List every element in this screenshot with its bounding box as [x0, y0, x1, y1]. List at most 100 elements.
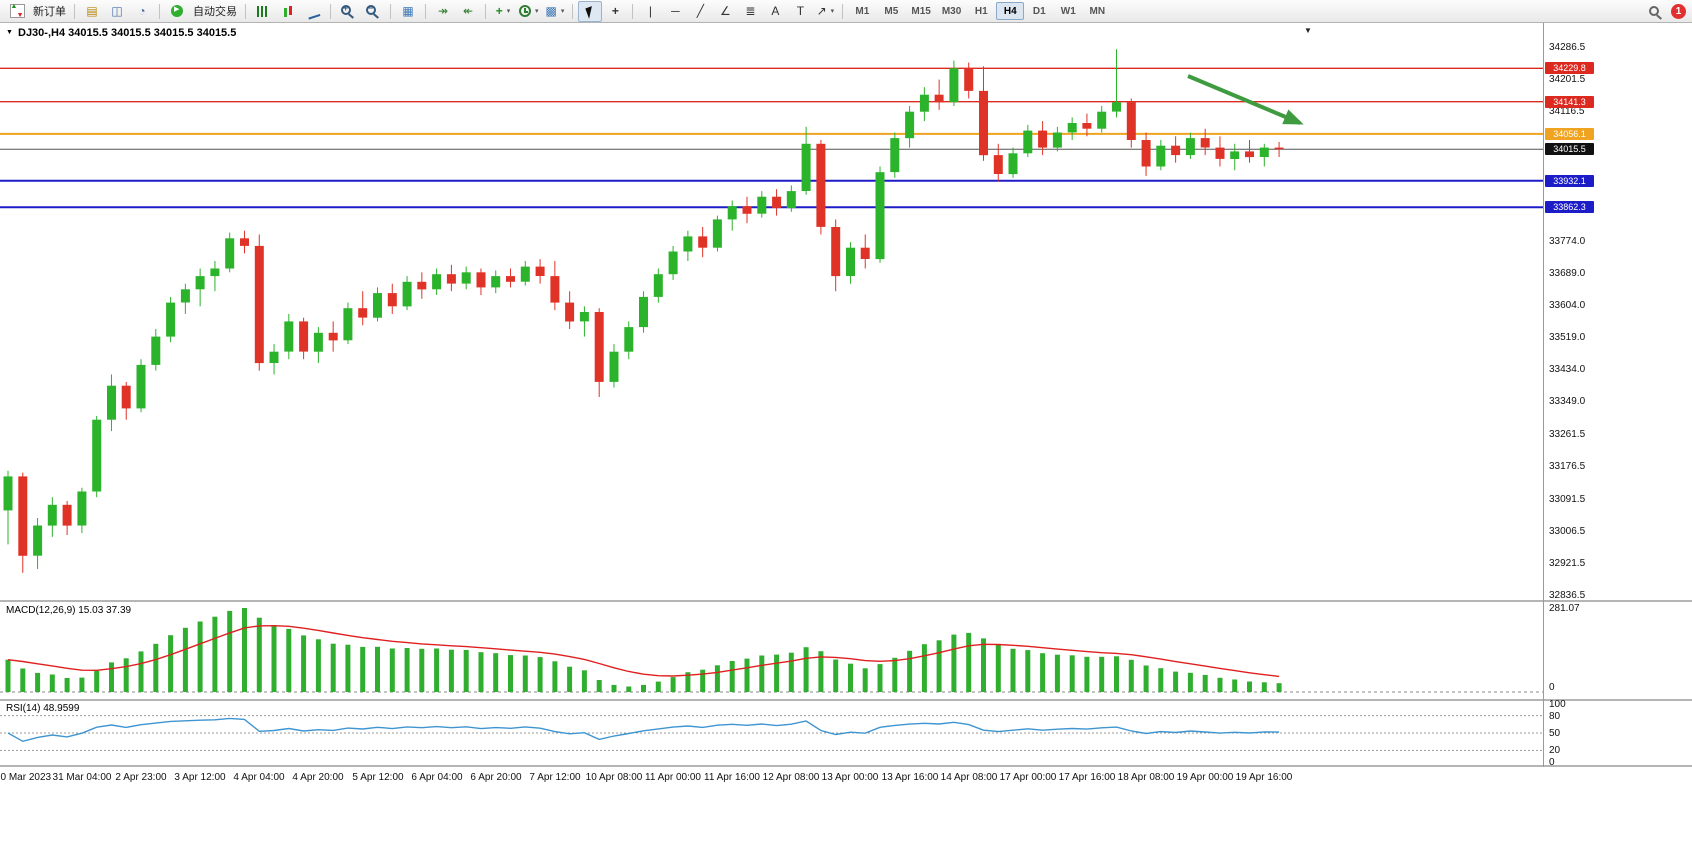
- candle: [506, 276, 515, 282]
- data-window-icon: ◫: [111, 4, 123, 18]
- macd-histogram-bar: [567, 666, 573, 692]
- rsi-axis-label: 0: [1549, 757, 1555, 768]
- notification-badge[interactable]: 1: [1671, 4, 1686, 19]
- market-watch-icon[interactable]: ◔: [130, 1, 154, 22]
- charts-profile-icon[interactable]: ▤: [80, 1, 104, 22]
- timeframe-d1[interactable]: D1: [1032, 5, 1046, 17]
- time-axis[interactable]: 30 Mar 2023 31 Mar 04:00 2 Apr 23:00 3 Apr …: [0, 770, 1692, 786]
- timeframe-h1[interactable]: H1: [974, 5, 988, 17]
- crosshair-icon[interactable]: +: [603, 1, 627, 22]
- candle: [1185, 138, 1195, 156]
- price-axis[interactable]: 34286.5 34201.5 34116.5 33774.0 33689.0 33604…: [1544, 23, 1692, 768]
- candle: [18, 476, 28, 556]
- macd-histogram-bar: [508, 655, 513, 692]
- macd-histogram-bar: [1173, 671, 1179, 692]
- macd-histogram-bar: [94, 670, 100, 692]
- candle: [269, 351, 279, 363]
- crosshair-icon: +: [611, 4, 619, 18]
- timeframe-mn[interactable]: MN: [1089, 5, 1106, 17]
- macd-histogram-bar: [700, 669, 706, 692]
- vertical-line-icon[interactable]: |: [638, 1, 662, 22]
- one-click-trading-toggle[interactable]: ▼: [6, 29, 13, 36]
- toolbar-separator: [425, 3, 426, 19]
- new-order-icon[interactable]: [5, 1, 29, 22]
- chart-shift-marker[interactable]: ▼: [1304, 26, 1312, 35]
- add-indicator-icon[interactable]: + ▾: [491, 1, 515, 22]
- candle: [993, 155, 1003, 174]
- cursor-icon[interactable]: [578, 0, 603, 22]
- auto-trading-icon[interactable]: [165, 1, 189, 22]
- candle: [979, 90, 988, 156]
- macd-histogram-bar: [1128, 659, 1134, 692]
- candlestick-chart-icon[interactable]: [276, 1, 300, 22]
- data-window-icon[interactable]: ◫: [105, 1, 129, 22]
- macd-histogram-bar: [1025, 650, 1031, 692]
- macd-histogram-bar: [360, 646, 366, 692]
- tile-windows-icon[interactable]: ▦: [396, 1, 420, 22]
- timeframe-h4[interactable]: H4: [996, 2, 1025, 20]
- panel-splitter[interactable]: [0, 699, 1692, 701]
- bar-chart-icon[interactable]: [251, 1, 275, 22]
- trend-arrow-annotation[interactable]: [1187, 74, 1304, 125]
- auto-scroll-icon[interactable]: ↠: [431, 1, 455, 22]
- macd-canvas[interactable]: [0, 602, 1543, 699]
- timeframe-m5[interactable]: M5: [884, 5, 899, 17]
- timeframe-w1[interactable]: W1: [1060, 5, 1076, 17]
- arrows-tool-icon[interactable]: ↗ ▾: [813, 1, 837, 22]
- new-order-button[interactable]: 新订单: [30, 1, 69, 22]
- timeframe-m15[interactable]: M15: [911, 5, 931, 17]
- horizontal-line-icon[interactable]: ─: [663, 1, 687, 22]
- text-tool-icon[interactable]: A: [763, 1, 787, 22]
- candle: [1259, 147, 1269, 157]
- macd-histogram-bar: [818, 651, 824, 692]
- candle: [107, 385, 116, 420]
- zoom-out-icon: [366, 3, 376, 15]
- zoom-out-icon[interactable]: [361, 1, 385, 22]
- price-chart-canvas[interactable]: [0, 24, 1543, 600]
- candle: [476, 272, 486, 288]
- auto-trading-button[interactable]: 自动交易: [190, 1, 240, 22]
- chart-shift-icon[interactable]: ↞: [456, 1, 480, 22]
- periods-icon[interactable]: ▾: [516, 1, 542, 22]
- line-chart-icon[interactable]: [301, 1, 325, 22]
- rsi-line: [7, 717, 1280, 743]
- time-axis-label: 31 Mar 04:00: [52, 772, 112, 783]
- timeframe-m1[interactable]: M1: [855, 5, 870, 17]
- timeframe-m30[interactable]: M30: [941, 5, 962, 17]
- rsi-canvas[interactable]: [0, 701, 1543, 765]
- candle: [1097, 111, 1107, 129]
- macd-histogram-bar: [404, 648, 410, 692]
- toolbar-separator: [842, 3, 844, 19]
- macd-histogram-bar: [448, 649, 454, 692]
- macd-histogram-bar: [434, 648, 440, 692]
- panel-splitter[interactable]: [0, 765, 1692, 767]
- trendline-icon[interactable]: ╱: [688, 1, 712, 22]
- templates-icon[interactable]: ▩ ▾: [543, 1, 568, 22]
- price-axis-label: 33519.0: [1549, 332, 1586, 343]
- label-tool-icon[interactable]: T: [788, 1, 812, 22]
- equidistant-channel-icon[interactable]: ∠: [713, 1, 737, 22]
- candle: [831, 227, 841, 277]
- fibonacci-icon[interactable]: ≣: [738, 1, 762, 22]
- macd-histogram-bar: [1084, 656, 1090, 692]
- macd-histogram-bar: [1202, 674, 1208, 692]
- candle: [609, 351, 619, 382]
- horizontal-line-icon: ─: [671, 4, 680, 18]
- vertical-line-icon: |: [648, 4, 652, 18]
- support-line-1-price-tag: 33932.1: [1545, 175, 1594, 187]
- macd-histogram-bar: [788, 652, 794, 692]
- macd-histogram-bar: [493, 653, 499, 692]
- candle: [77, 491, 87, 526]
- toolbar-separator: [330, 3, 331, 19]
- zoom-in-icon: [341, 3, 351, 15]
- candle: [1067, 123, 1077, 133]
- search-icon[interactable]: [1649, 5, 1659, 16]
- macd-histogram-bar: [774, 654, 780, 692]
- zoom-in-icon[interactable]: [336, 1, 360, 22]
- toolbar-separator: [245, 3, 246, 19]
- time-axis-label: 11 Apr 16:00: [704, 772, 760, 783]
- panel-splitter[interactable]: [0, 600, 1692, 602]
- chart-window[interactable]: ▼ DJ30-,H4 34015.5 34015.5 34015.5 34015…: [0, 23, 1692, 850]
- rsi-axis-label: 80: [1549, 711, 1561, 722]
- price-axis-label: 33434.0: [1549, 364, 1586, 375]
